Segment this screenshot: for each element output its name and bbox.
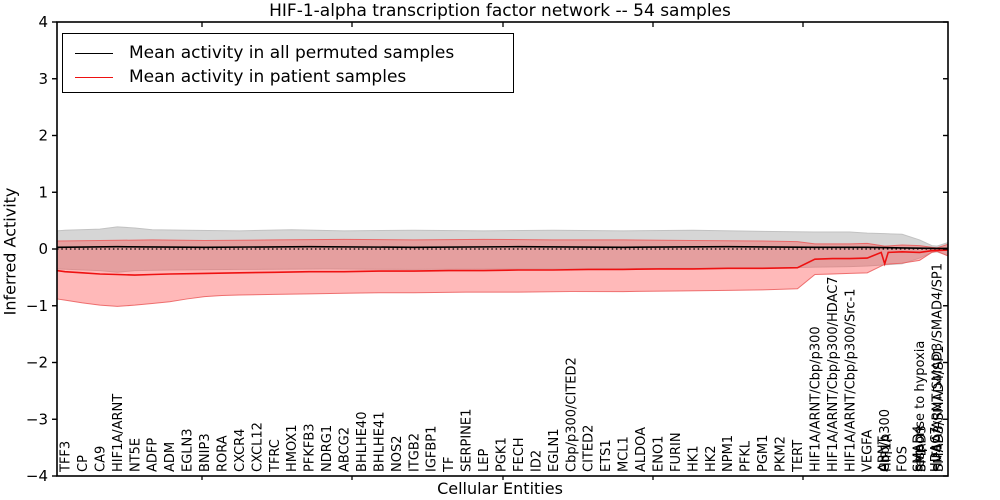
permuted-confidence-band-upper-edge — [56, 226, 948, 247]
y-tick-label: −2 — [26, 354, 48, 372]
x-category-label: ABCG2 — [338, 427, 353, 472]
x-category-label: PKM2 — [774, 436, 789, 472]
x-category-label: NT5E — [128, 438, 143, 472]
x-category-label: CITED2 — [582, 425, 597, 472]
x-category-label: CXCR4 — [233, 429, 248, 472]
patient-line-swatch — [75, 76, 113, 78]
x-category-label: Cbp/p300/CITED2 — [564, 357, 579, 472]
x-category-label: VEGFA — [861, 430, 876, 472]
patient-confidence-band — [57, 239, 948, 307]
x-category-label: PFKFB3 — [303, 423, 318, 472]
x-category-label: BHLHE40 — [355, 412, 370, 472]
x-category-label: FOS — [896, 446, 911, 472]
x-category-label: ALDOA — [634, 427, 649, 472]
x-category-label: HIF1A — [880, 434, 895, 472]
x-category-label: PGK1 — [495, 437, 510, 472]
x-category-label: FURIN — [669, 432, 684, 472]
x-category-label: SP1 — [915, 448, 930, 472]
x-category-label: SERPINE1 — [460, 409, 475, 472]
x-category-label: TF — [442, 457, 457, 473]
x-category-label: BNIP3 — [198, 433, 213, 472]
x-category-label: HMOX1 — [285, 424, 300, 472]
x-category-label: TERT — [791, 440, 806, 473]
x-category-label: HIF1A/ARNT/SMAD3/SMAD4/SP1 — [931, 263, 946, 472]
patient-confidence-band-lower-edge — [56, 250, 948, 307]
x-category-label: ETS1 — [599, 439, 614, 472]
x-category-label: EGLN3 — [181, 428, 196, 472]
x-category-label: MCL1 — [617, 436, 632, 472]
legend-item-permuted: Mean activity in all permuted samples — [75, 41, 513, 65]
y-tick-label: 4 — [38, 13, 48, 31]
x-category-label: CP — [76, 455, 91, 472]
legend-label: Mean activity in all permuted samples — [129, 43, 455, 63]
x-category-label: response to hypoxia — [913, 341, 928, 472]
patient-mean-line — [56, 249, 948, 276]
legend: Mean activity in all permuted samples Me… — [62, 33, 514, 93]
chart-title: HIF-1-alpha transcription factor network… — [269, 1, 731, 21]
x-axis-title: Cellular Entities — [437, 479, 563, 498]
x-category-label: FECH — [512, 437, 527, 472]
x-category-label: HIF1A/ARNT/Cbp/p300 — [808, 326, 823, 472]
x-category-label: IGFBP1 — [425, 426, 440, 472]
x-category-label: HK2 — [704, 445, 719, 472]
y-tick-label: 2 — [38, 127, 48, 145]
x-category-label: ADM — [163, 442, 178, 472]
x-category-label: LEP — [477, 449, 492, 472]
x-category-label: CXCL12 — [250, 422, 265, 472]
x-category-label: ID2 — [529, 450, 544, 472]
x-category-label: ARNT — [877, 436, 892, 472]
x-category-label: HIF1A/ARNT/Cbp/p300/HDAC7 — [826, 276, 841, 472]
x-category-label: TFRC — [268, 439, 283, 473]
x-category-label: NOS2 — [390, 436, 405, 472]
x-category-label: HK1 — [686, 445, 701, 472]
y-tick-label: 1 — [38, 183, 48, 201]
y-tick-label: 3 — [38, 70, 48, 88]
x-category-label: HIF1A/ARNT/Cbp/p300/Src-1 — [843, 289, 858, 472]
x-category-label: NPM1 — [721, 435, 736, 472]
x-category-label: ENO1 — [651, 436, 666, 472]
x-category-label: EGLN1 — [547, 428, 562, 472]
x-category-label: RORA — [215, 435, 230, 472]
x-category-label: BHLHE41 — [372, 412, 387, 472]
x-category-label: CA9 — [93, 446, 108, 472]
y-tick-label: −3 — [26, 410, 48, 428]
y-tick-label: −1 — [26, 297, 48, 315]
x-category-label: SMAD4 — [912, 425, 927, 472]
x-category-label: HDAC7 — [929, 426, 944, 472]
patient-confidence-band-upper-edge — [56, 238, 948, 249]
x-category-label: NDRG1 — [320, 425, 335, 472]
x-category-label: SMAD3 — [915, 425, 930, 472]
y-tick-label: 0 — [38, 240, 48, 258]
x-category-label: Cbp/p300 — [878, 409, 893, 472]
x-category-label: PFKL — [739, 440, 754, 472]
permuted-line-swatch — [75, 52, 113, 54]
legend-label: Mean activity in patient samples — [129, 67, 407, 87]
x-category-label: TFF3 — [59, 441, 74, 473]
permuted-confidence-band — [57, 226, 948, 273]
permuted-mean-line — [56, 245, 948, 250]
x-category-label: PGM1 — [756, 435, 771, 472]
x-category-label: ADFP — [146, 438, 161, 472]
x-category-label: SMAD3/SMAD4/SP1 — [932, 346, 947, 472]
x-category-label: ITGB2 — [407, 433, 422, 472]
legend-item-patient: Mean activity in patient samples — [75, 65, 513, 89]
x-category-label: HIF1A/ARNT — [111, 394, 126, 472]
y-tick-label: −4 — [26, 467, 48, 485]
